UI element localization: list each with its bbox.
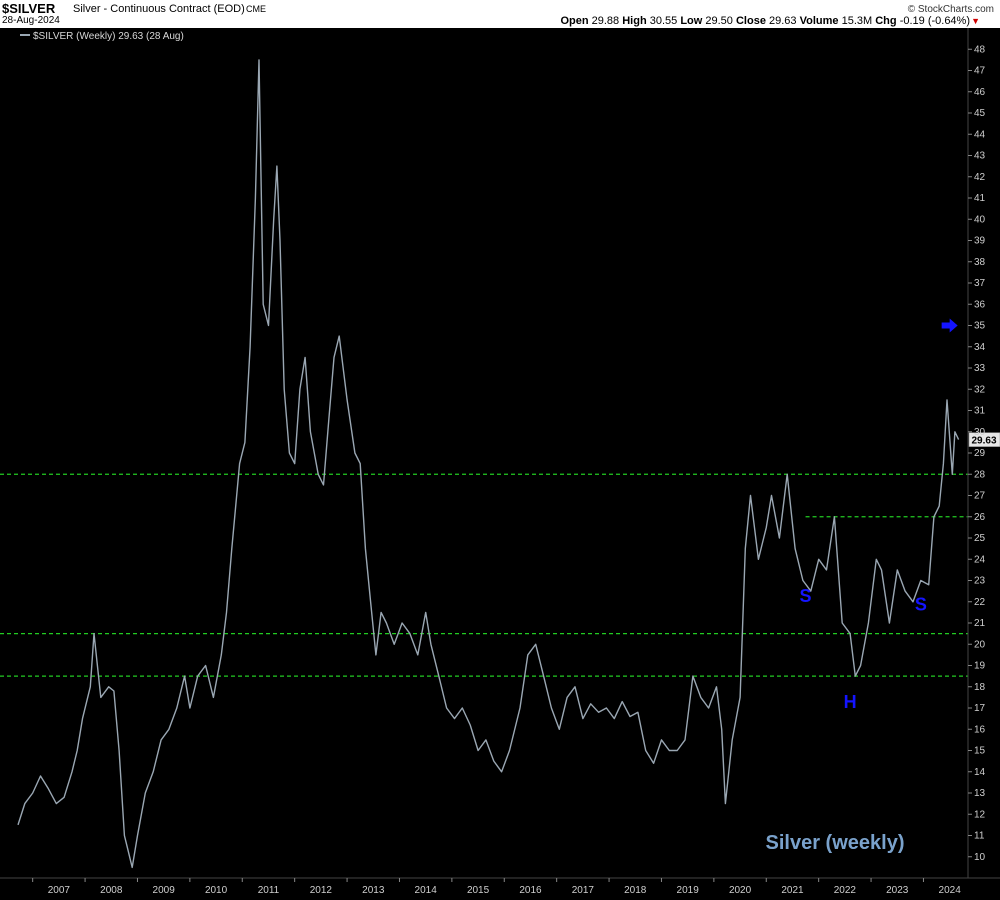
y-tick-label: 38 bbox=[974, 257, 986, 268]
volume-label: Volume bbox=[799, 15, 839, 27]
y-tick-label: 21 bbox=[974, 618, 986, 629]
low-label: Low bbox=[680, 15, 703, 27]
y-tick-label: 35 bbox=[974, 321, 986, 332]
x-tick-label: 2015 bbox=[467, 885, 490, 896]
symbol-label: $SILVER bbox=[2, 1, 56, 16]
y-tick-label: 36 bbox=[974, 299, 986, 310]
chart-background bbox=[0, 28, 1000, 900]
close-value: 29.63 bbox=[769, 15, 797, 27]
y-tick-label: 16 bbox=[974, 724, 986, 735]
x-tick-label: 2007 bbox=[48, 885, 71, 896]
x-tick-label: 2008 bbox=[100, 885, 123, 896]
y-tick-label: 42 bbox=[974, 172, 986, 183]
y-tick-label: 19 bbox=[974, 661, 986, 672]
legend-label: $SILVER (Weekly) 29.63 (28 Aug) bbox=[33, 31, 184, 42]
y-tick-label: 14 bbox=[974, 767, 986, 778]
y-tick-label: 25 bbox=[974, 533, 986, 544]
pattern-label: S bbox=[800, 586, 812, 606]
close-label: Close bbox=[735, 15, 766, 27]
x-tick-label: 2011 bbox=[258, 885, 280, 896]
series-layer: 29.63 bbox=[17, 59, 1000, 869]
ohlc-readout: Open 29.88 High 30.55 Low 29.50 Close 29… bbox=[560, 15, 970, 27]
legend: $SILVER (Weekly) 29.63 (28 Aug) bbox=[20, 31, 184, 42]
last-value-badge bbox=[968, 432, 1000, 447]
x-tick-label: 2023 bbox=[886, 885, 909, 896]
annotations-layer: S H S bbox=[800, 318, 958, 712]
change-value: -0.19 (-0.64%) bbox=[899, 15, 970, 27]
y-tick-label: 13 bbox=[974, 788, 986, 799]
y-tick-label: 41 bbox=[974, 193, 986, 204]
x-tick-label: 2020 bbox=[729, 885, 752, 896]
open-value: 29.88 bbox=[591, 15, 620, 27]
y-tick-label: 46 bbox=[974, 87, 986, 98]
y-tick-label: 20 bbox=[974, 639, 986, 650]
right-arrow-icon bbox=[941, 318, 958, 333]
levels-layer bbox=[0, 473, 968, 677]
y-tick-label: 23 bbox=[974, 576, 986, 587]
volume-value: 15.3M bbox=[841, 15, 873, 27]
y-tick-label: 31 bbox=[974, 406, 986, 417]
change-label: Chg bbox=[875, 15, 897, 27]
y-tick-label: 24 bbox=[974, 554, 986, 565]
x-tick-label: 2017 bbox=[572, 885, 595, 896]
y-tick-label: 11 bbox=[974, 831, 985, 842]
x-tick-label: 2018 bbox=[624, 885, 647, 896]
open-label: Open bbox=[560, 15, 589, 27]
chart-header: $SILVER Silver - Continuous Contract (EO… bbox=[0, 0, 1000, 28]
exchange-label: CME bbox=[246, 4, 266, 14]
y-tick-label: 27 bbox=[974, 491, 986, 502]
y-tick-label: 12 bbox=[974, 809, 986, 820]
x-tick-label: 2016 bbox=[519, 885, 542, 896]
y-tick-label: 40 bbox=[974, 214, 986, 225]
high-label: High bbox=[622, 15, 647, 27]
pattern-label: H bbox=[844, 692, 857, 712]
y-tick-label: 32 bbox=[974, 384, 986, 395]
y-tick-label: 29 bbox=[974, 448, 986, 459]
y-tick-label: 37 bbox=[974, 278, 986, 289]
y-tick-label: 17 bbox=[974, 703, 986, 714]
chart-title: Silver (weekly) bbox=[766, 832, 905, 854]
last-value-label: 29.63 bbox=[971, 436, 996, 447]
y-tick-label: 33 bbox=[974, 363, 986, 374]
price-chart: 29.63 10 11 12 13 14 15 16 17 18 19 20 21 22 23 24 25 26… bbox=[0, 28, 1000, 900]
x-tick-label: 2013 bbox=[362, 885, 385, 896]
y-tick-label: 10 bbox=[974, 852, 986, 863]
pattern-label: S bbox=[915, 594, 927, 614]
price-series-line bbox=[17, 59, 960, 869]
y-tick-label: 45 bbox=[974, 108, 986, 119]
brand-watermark: © StockCharts.com bbox=[907, 4, 994, 15]
x-tick-label: 2014 bbox=[415, 885, 438, 896]
y-axis: 10 11 12 13 14 15 16 17 18 19 20 21 22 23 24 25 26 27 28 29… bbox=[967, 28, 986, 878]
y-tick-label: 34 bbox=[974, 342, 986, 353]
contract-description: Silver - Continuous Contract (EOD) bbox=[73, 3, 245, 15]
x-tick-label: 2022 bbox=[834, 885, 857, 896]
y-tick-label: 18 bbox=[974, 682, 986, 693]
y-tick-label: 48 bbox=[974, 44, 986, 55]
y-tick-label: 39 bbox=[974, 236, 986, 247]
y-tick-label: 47 bbox=[974, 66, 986, 77]
x-tick-label: 2024 bbox=[939, 885, 962, 896]
chart-svg: 29.63 1011121314151617181920212223242526… bbox=[0, 28, 1000, 900]
y-tick-label: 44 bbox=[974, 129, 986, 140]
y-tick-label: 28 bbox=[974, 469, 986, 480]
x-axis: 2007 2008 2009 2010 2011 2012 2013 2014 2015 2016… bbox=[0, 877, 1000, 896]
down-triangle-icon: ▼ bbox=[971, 16, 980, 26]
x-tick-label: 2010 bbox=[205, 885, 228, 896]
x-tick-label: 2019 bbox=[677, 885, 700, 896]
date-label: 28-Aug-2024 bbox=[2, 15, 60, 26]
x-tick-label: 2021 bbox=[781, 885, 804, 896]
y-tick-label: 26 bbox=[974, 512, 986, 523]
high-value: 30.55 bbox=[649, 15, 678, 27]
low-value: 29.50 bbox=[705, 15, 733, 27]
y-tick-label: 30 bbox=[974, 427, 986, 438]
x-tick-label: 2012 bbox=[310, 885, 333, 896]
x-tick-label: 2009 bbox=[153, 885, 176, 896]
y-tick-label: 43 bbox=[974, 151, 986, 162]
y-tick-label: 15 bbox=[974, 746, 986, 757]
y-tick-label: 22 bbox=[974, 597, 986, 608]
